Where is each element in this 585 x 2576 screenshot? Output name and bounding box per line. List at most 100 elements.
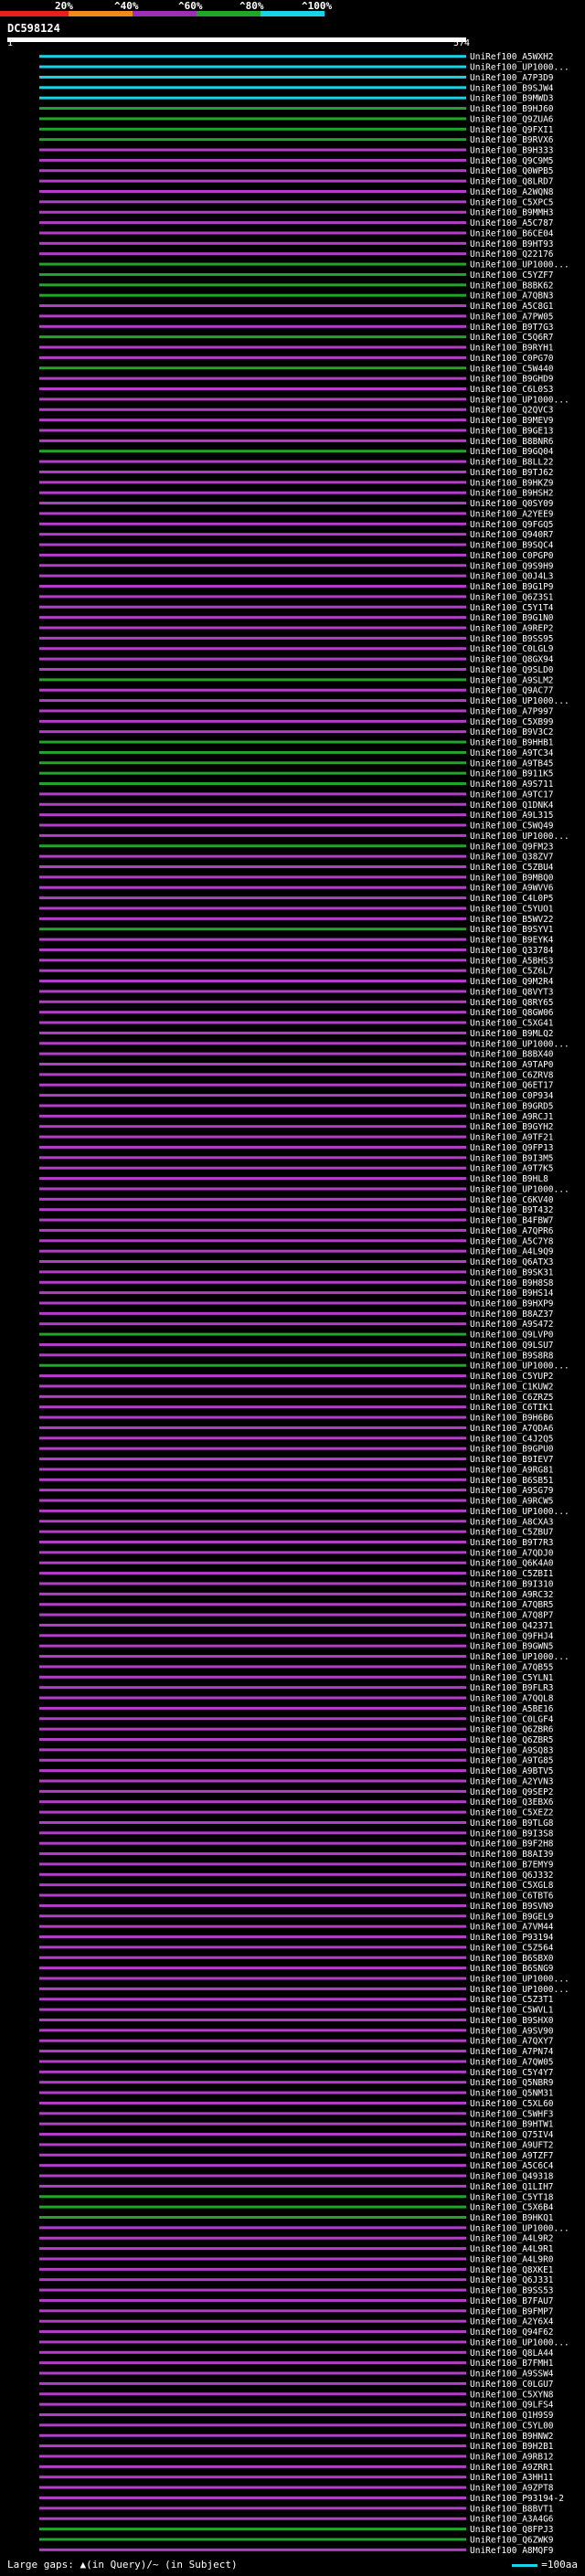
- hit-label[interactable]: UniRef100_C5XB99: [470, 717, 554, 727]
- hit-label[interactable]: UniRef100_C0P934: [470, 1091, 554, 1101]
- hit-label[interactable]: UniRef100_Q2QVC3: [470, 406, 554, 416]
- hit-label[interactable]: UniRef100_C5Y4Y7: [470, 2068, 554, 2078]
- hit-label[interactable]: UniRef100_UP1000...: [470, 1039, 569, 1049]
- hit-label[interactable]: UniRef100_A7PN74: [470, 2047, 554, 2057]
- hit-label[interactable]: UniRef100_Q9LSU7: [470, 1341, 554, 1351]
- hit-label[interactable]: UniRef100_B911K5: [470, 769, 554, 779]
- hit-label[interactable]: UniRef100_Q9LFS4: [470, 2401, 554, 2411]
- hit-label[interactable]: UniRef100_B9SHX0: [470, 2016, 554, 2026]
- hit-label[interactable]: UniRef100_C1KUW2: [470, 1382, 554, 1392]
- hit-label[interactable]: UniRef100_B9MEV9: [470, 416, 554, 426]
- hit-label[interactable]: UniRef100_Q0SY09: [470, 499, 554, 509]
- hit-label[interactable]: UniRef100_B5WV22: [470, 915, 554, 925]
- hit-label[interactable]: UniRef100_B8BNR6: [470, 437, 554, 447]
- hit-label[interactable]: UniRef100_Q9M2R4: [470, 977, 554, 987]
- hit-label[interactable]: UniRef100_A9RCW5: [470, 1497, 554, 1507]
- hit-label[interactable]: UniRef100_Q8GW06: [470, 1008, 554, 1018]
- hit-label[interactable]: UniRef100_C5YL00: [470, 2421, 554, 2431]
- hit-label[interactable]: UniRef100_UP1000...: [470, 1985, 569, 1995]
- hit-label[interactable]: UniRef100_B9H333: [470, 146, 554, 156]
- hit-label[interactable]: UniRef100_A2Y6X4: [470, 2317, 554, 2327]
- hit-label[interactable]: UniRef100_Q8LA44: [470, 2348, 554, 2359]
- hit-label[interactable]: UniRef100_B9IEV7: [470, 1455, 554, 1465]
- hit-label[interactable]: UniRef100_A4L9R2: [470, 2234, 554, 2244]
- hit-label[interactable]: UniRef100_B8BK62: [470, 281, 554, 291]
- hit-label[interactable]: UniRef100_Q940R7: [470, 530, 554, 540]
- hit-label[interactable]: UniRef100_Q9FHJ4: [470, 1631, 554, 1641]
- hit-label[interactable]: UniRef100_A3HH11: [470, 2473, 554, 2483]
- hit-label[interactable]: UniRef100_UP1000...: [470, 1184, 569, 1194]
- hit-label[interactable]: UniRef100_A7PW05: [470, 312, 554, 322]
- hit-label[interactable]: UniRef100_Q75IV4: [470, 2130, 554, 2140]
- hit-label[interactable]: UniRef100_A7QQL8: [470, 1694, 554, 1704]
- hit-label[interactable]: UniRef100_B9SK31: [470, 1267, 554, 1277]
- hit-label[interactable]: UniRef100_UP1000...: [470, 1975, 569, 1985]
- hit-label[interactable]: UniRef100_C5XL60: [470, 2099, 554, 2109]
- hit-label[interactable]: UniRef100_B9HNW2: [470, 2432, 554, 2442]
- hit-label[interactable]: UniRef100_UP1000...: [470, 260, 569, 270]
- hit-label[interactable]: UniRef100_B9HL8: [470, 1174, 548, 1184]
- hit-label[interactable]: UniRef100_Q1H9S9: [470, 2411, 554, 2421]
- hit-label[interactable]: UniRef100_B8AZ37: [470, 1309, 554, 1320]
- hit-label[interactable]: UniRef100_B9T7R3: [470, 1538, 554, 1548]
- hit-label[interactable]: UniRef100_Q9FGQ5: [470, 520, 554, 530]
- hit-label[interactable]: UniRef100_C5XEZ2: [470, 1808, 554, 1818]
- hit-label[interactable]: UniRef100_Q6ZBR6: [470, 1725, 554, 1735]
- hit-label[interactable]: UniRef100_C6ZRZ5: [470, 1393, 554, 1403]
- hit-label[interactable]: UniRef100_C5YZF7: [470, 270, 554, 281]
- hit-label[interactable]: UniRef100_B9GRD5: [470, 1101, 554, 1111]
- hit-label[interactable]: UniRef100_Q0WPB5: [470, 166, 554, 176]
- hit-label[interactable]: UniRef100_A9SQ83: [470, 1745, 554, 1755]
- hit-label[interactable]: UniRef100_UP1000...: [470, 1362, 569, 1372]
- hit-label[interactable]: UniRef100_A2YEE9: [470, 509, 554, 519]
- hit-label[interactable]: UniRef100_C5XG41: [470, 1019, 554, 1029]
- hit-label[interactable]: UniRef100_C5YUO1: [470, 904, 554, 914]
- hit-label[interactable]: UniRef100_A7Q8P7: [470, 1611, 554, 1621]
- hit-label[interactable]: UniRef100_B8BX40: [470, 1050, 554, 1060]
- hit-label[interactable]: UniRef100_C5X6B4: [470, 2203, 554, 2213]
- hit-label[interactable]: UniRef100_A5BHS3: [470, 956, 554, 966]
- hit-label[interactable]: UniRef100_A9WVV6: [470, 884, 554, 894]
- hit-label[interactable]: UniRef100_A3A4G6: [470, 2515, 554, 2525]
- hit-label[interactable]: UniRef100_B9FMP7: [470, 2306, 554, 2316]
- hit-label[interactable]: UniRef100_A7QBR5: [470, 1600, 554, 1610]
- hit-label[interactable]: UniRef100_B7EMY9: [470, 1860, 554, 1870]
- hit-label[interactable]: UniRef100_B9T432: [470, 1205, 554, 1215]
- hit-label[interactable]: UniRef100_B9GE13: [470, 426, 554, 436]
- hit-label[interactable]: UniRef100_C5Z564: [470, 1943, 554, 1953]
- hit-label[interactable]: UniRef100_Q94F62: [470, 2327, 554, 2337]
- hit-label[interactable]: UniRef100_Q6Z3S1: [470, 592, 554, 602]
- hit-label[interactable]: UniRef100_Q8GX94: [470, 655, 554, 665]
- hit-label[interactable]: UniRef100_Q49318: [470, 2172, 554, 2182]
- hit-label[interactable]: UniRef100_B9HJ60: [470, 104, 554, 114]
- hit-label[interactable]: UniRef100_B6SB51: [470, 1476, 554, 1486]
- hit-label[interactable]: UniRef100_C5Y1T4: [470, 603, 554, 613]
- hit-label[interactable]: UniRef100_A9RC32: [470, 1590, 554, 1600]
- hit-label[interactable]: UniRef100_Q8VYT3: [470, 987, 554, 997]
- hit-label[interactable]: UniRef100_A9ZRR1: [470, 2463, 554, 2473]
- hit-label[interactable]: UniRef100_A9S711: [470, 779, 554, 790]
- hit-label[interactable]: UniRef100_C6KV40: [470, 1195, 554, 1205]
- hit-label[interactable]: UniRef100_B9GQ04: [470, 447, 554, 457]
- hit-label[interactable]: UniRef100_A7QB55: [470, 1662, 554, 1672]
- hit-label[interactable]: UniRef100_A5C8G1: [470, 302, 554, 312]
- hit-label[interactable]: UniRef100_A9UFT2: [470, 2140, 554, 2150]
- hit-label[interactable]: UniRef100_Q3EBX6: [470, 1797, 554, 1807]
- hit-label[interactable]: UniRef100_B9GPU0: [470, 1445, 554, 1455]
- hit-label[interactable]: UniRef100_B8AI39: [470, 1850, 554, 1860]
- hit-label[interactable]: UniRef100_B9HS14: [470, 1288, 554, 1299]
- hit-label[interactable]: UniRef100_B9FLR3: [470, 1683, 554, 1693]
- hit-label[interactable]: UniRef100_C4J2Q5: [470, 1434, 554, 1444]
- hit-label[interactable]: UniRef100_B6SBX0: [470, 1954, 554, 1964]
- hit-label[interactable]: UniRef100_A5BE16: [470, 1704, 554, 1714]
- hit-label[interactable]: UniRef100_B9H8S8: [470, 1278, 554, 1288]
- hit-label[interactable]: UniRef100_A9S472: [470, 1320, 554, 1330]
- hit-label[interactable]: UniRef100_B9GEL9: [470, 1912, 554, 1922]
- hit-label[interactable]: UniRef100_B9G1N0: [470, 613, 554, 623]
- hit-label[interactable]: UniRef100_UP1000...: [470, 2337, 569, 2348]
- hit-label[interactable]: UniRef100_A8MQF9: [470, 2546, 554, 2555]
- hit-label[interactable]: UniRef100_B6CE04: [470, 228, 554, 239]
- hit-label[interactable]: UniRef100_A9TF21: [470, 1133, 554, 1143]
- hit-label[interactable]: UniRef100_A2YVN3: [470, 1776, 554, 1786]
- hit-label[interactable]: UniRef100_Q1DNK4: [470, 800, 554, 811]
